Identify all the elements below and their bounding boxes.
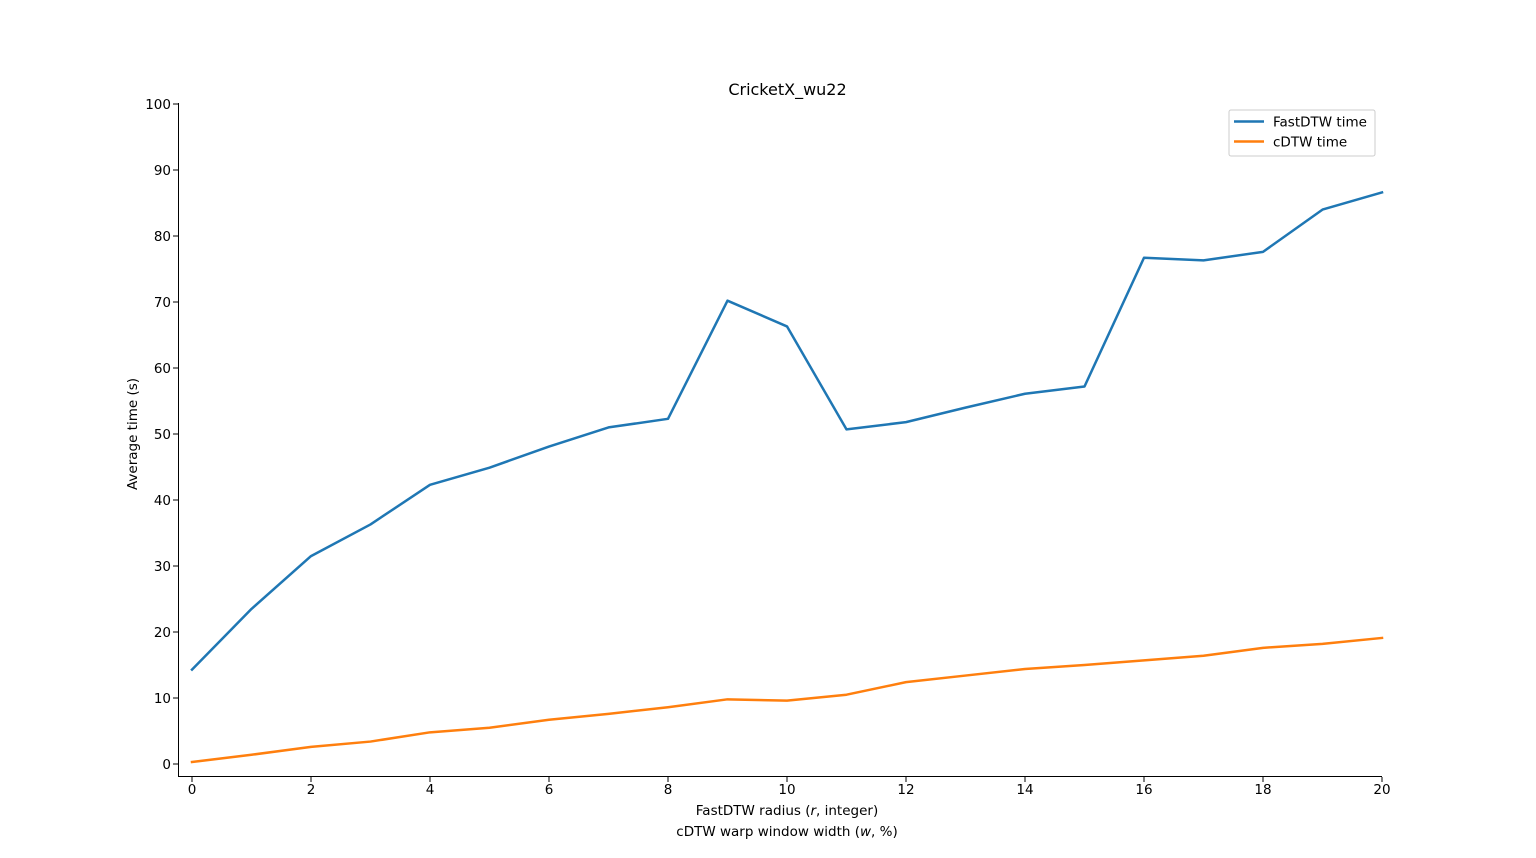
x-tick-label: 8 xyxy=(664,782,673,798)
x-tick-label: 6 xyxy=(545,782,554,798)
y-tick-label: 80 xyxy=(154,229,171,245)
y-tick-label: 70 xyxy=(154,295,171,311)
chart-title: CricketX_wu22 xyxy=(728,80,846,100)
x-axis-label-secondary-var: w xyxy=(860,824,872,840)
y-tick-label: 30 xyxy=(154,559,171,575)
y-tick-label: 100 xyxy=(145,97,171,113)
x-tick-label: 0 xyxy=(188,782,197,798)
x-tick-label: 14 xyxy=(1016,782,1033,798)
y-tick-label: 60 xyxy=(154,361,171,377)
x-axis-label-secondary: cDTW warp window width (w, %) xyxy=(676,824,897,840)
x-tick-label: 16 xyxy=(1135,782,1152,798)
x-tick-label: 18 xyxy=(1254,782,1271,798)
y-tick-label: 50 xyxy=(154,427,171,443)
x-tick-label: 10 xyxy=(778,782,795,798)
legend: FastDTW time cDTW time xyxy=(1228,109,1376,157)
y-tick-label: 90 xyxy=(154,163,171,179)
x-tick-label: 2 xyxy=(307,782,316,798)
x-axis-label-head: FastDTW radius ( xyxy=(696,803,811,819)
y-tick-label: 20 xyxy=(154,625,171,641)
y-tick-label: 10 xyxy=(154,691,171,707)
y-axis-label: Average time (s) xyxy=(125,378,141,490)
y-tick-label: 40 xyxy=(154,493,171,509)
series-layer xyxy=(190,190,1384,764)
x-axis-label-secondary-head: cDTW warp window width ( xyxy=(676,824,860,840)
x-axis-label: FastDTW radius (r, integer) xyxy=(696,803,878,819)
x-tick-label: 4 xyxy=(426,782,435,798)
axes xyxy=(178,103,1382,777)
x-tick-label: 20 xyxy=(1373,782,1390,798)
series-line-cdtw xyxy=(190,636,1384,764)
y-tick-label: 0 xyxy=(162,757,171,773)
x-axis-label-var: r xyxy=(810,803,817,819)
legend-frame xyxy=(1228,109,1376,157)
legend-items: FastDTW time cDTW time xyxy=(1234,115,1367,151)
x-tick-label: 12 xyxy=(897,782,914,798)
x-axis-label-secondary-tail: , %) xyxy=(871,824,898,840)
x-ticks: 0 2 4 6 8 10 12 14 16 18 20 xyxy=(188,777,1391,798)
legend-label: FastDTW time xyxy=(1273,115,1367,131)
legend-label: cDTW time xyxy=(1273,135,1347,151)
x-axis-label-tail: , integer) xyxy=(816,803,878,819)
y-ticks: 0 10 20 30 40 50 60 70 80 90 100 xyxy=(145,97,178,773)
series-line-fastdtw xyxy=(190,190,1384,672)
